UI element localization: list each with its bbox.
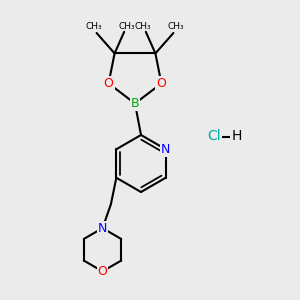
- Text: B: B: [131, 97, 139, 110]
- Text: CH₃: CH₃: [134, 22, 151, 31]
- Text: O: O: [98, 265, 107, 278]
- Text: Cl: Cl: [208, 130, 221, 143]
- Text: CH₃: CH₃: [167, 22, 184, 32]
- Text: CH₃: CH₃: [86, 22, 103, 32]
- Text: CH₃: CH₃: [119, 22, 136, 31]
- Text: N: N: [161, 143, 170, 156]
- Text: N: N: [98, 222, 107, 235]
- Text: O: O: [157, 77, 166, 90]
- Text: H: H: [231, 130, 242, 143]
- Text: O: O: [104, 77, 113, 90]
